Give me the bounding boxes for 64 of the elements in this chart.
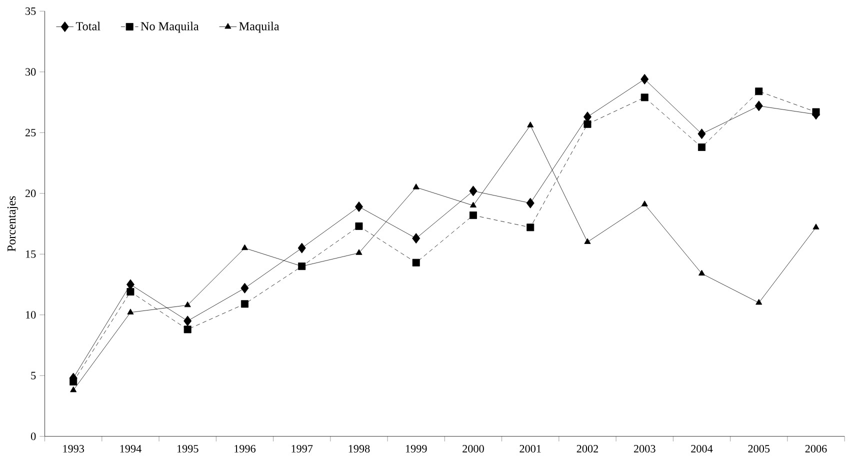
x-tick-label: 2004	[691, 445, 713, 453]
point	[812, 224, 820, 230]
point	[356, 249, 362, 255]
point	[698, 144, 706, 151]
y-tick-label: 0	[31, 432, 36, 440]
x-tick-label: 2003	[634, 445, 656, 453]
x-tick-label: 1996	[234, 445, 256, 453]
point	[354, 202, 363, 212]
point	[184, 326, 192, 334]
x-tick-label: 1998	[348, 445, 370, 453]
y-axis-title: Porcentajes	[7, 196, 18, 252]
point	[527, 122, 534, 128]
point	[526, 224, 534, 232]
x-tick-label: 2000	[462, 445, 484, 453]
x-tick-label: 1995	[177, 445, 198, 453]
x-tick-label: 1999	[406, 445, 427, 453]
point	[240, 282, 249, 294]
point	[640, 94, 648, 102]
point	[241, 244, 248, 250]
point	[126, 279, 134, 290]
x-tick-label: 2005	[748, 445, 770, 453]
point	[698, 270, 706, 276]
legend-label: Maquila	[239, 22, 280, 33]
y-tick-label: 10	[26, 311, 36, 319]
x-tick-label: 2002	[576, 445, 598, 453]
point	[298, 242, 306, 254]
point	[240, 300, 248, 308]
x-tick-label: 2006	[805, 445, 827, 453]
point	[584, 120, 592, 128]
legend-label: Total	[76, 22, 100, 30]
point	[640, 74, 649, 84]
point	[412, 184, 420, 190]
point	[126, 288, 134, 296]
y-tick-label: 30	[26, 68, 36, 76]
y-tick-label: 15	[26, 250, 36, 258]
y-tick-label: 20	[25, 190, 36, 198]
y-tick-label: 5	[31, 372, 36, 380]
point	[355, 222, 363, 230]
point	[756, 299, 762, 305]
point	[184, 301, 191, 308]
legend-label: No Maquila	[140, 22, 199, 33]
point	[127, 308, 134, 314]
x-tick-label: 1993	[63, 445, 84, 453]
x-tick-label: 1994	[120, 445, 142, 453]
point	[469, 212, 477, 220]
point	[755, 88, 763, 96]
point	[184, 316, 192, 326]
point	[583, 112, 592, 122]
point	[812, 108, 820, 116]
point	[754, 100, 763, 112]
point	[526, 198, 534, 208]
point	[469, 186, 478, 196]
point	[641, 200, 648, 206]
point	[70, 378, 78, 386]
y-tick-label: 35	[26, 7, 36, 15]
x-tick-label: 1997	[292, 445, 313, 453]
point	[412, 233, 420, 244]
point	[698, 128, 706, 140]
y-tick-label: 25	[25, 128, 36, 136]
x-tick-label: 2001	[520, 445, 541, 453]
point	[412, 258, 420, 266]
point	[584, 238, 591, 244]
point	[470, 202, 477, 208]
point	[70, 386, 77, 392]
